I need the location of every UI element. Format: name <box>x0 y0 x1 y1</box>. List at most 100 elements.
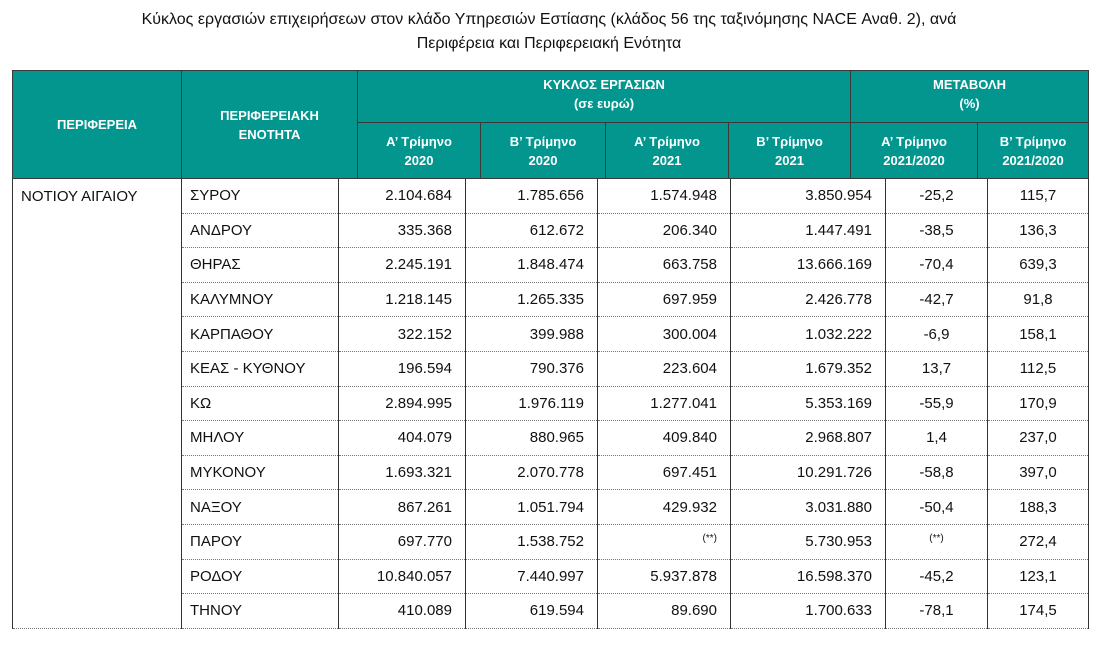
value-cell: 697.959 <box>597 282 731 318</box>
value-cell: -55,9 <box>885 386 988 422</box>
value-cell: 663.758 <box>597 247 731 283</box>
value-cell: 1.277.041 <box>597 386 731 422</box>
cell-text: 1.032.222 <box>805 325 872 343</box>
regional-unit-cell: ΑΝΔΡΟΥ <box>181 213 339 249</box>
value-cell: 880.965 <box>465 420 598 456</box>
value-cell: 115,7 <box>987 179 1089 214</box>
cell-text: 5.730.953 <box>805 533 872 551</box>
value-cell: 2.426.778 <box>730 282 886 318</box>
table-row: ΚΕΑΣ - ΚΥΘΝΟΥ 196.594 790.376 223.604 1.679.… <box>13 351 1089 387</box>
cell-text: 2.968.807 <box>805 429 872 447</box>
cell-text: ΠΑΡΟΥ <box>190 533 243 551</box>
cell-text: ΣΥΡΟΥ <box>190 187 241 205</box>
value-cell: -70,4 <box>885 247 988 283</box>
cell-text: ΡΟΔΟΥ <box>190 567 243 585</box>
cell-text: 10.840.057 <box>376 567 452 585</box>
value-cell: 1.693.321 <box>338 455 466 491</box>
cell-text: -45,2 <box>919 567 954 585</box>
cell-text: 612.672 <box>529 221 584 239</box>
value-cell: 300.004 <box>597 316 731 352</box>
value-cell: 1.265.335 <box>465 282 598 318</box>
header-col-1: Β’ Τρίμηνο 2020 <box>480 122 606 179</box>
header-col-4: Α’ Τρίμηνο 2021/2020 <box>850 122 979 179</box>
value-cell: 7.440.997 <box>465 559 598 595</box>
cell-text: 1.679.352 <box>805 360 872 378</box>
cell-text: ΝΑΞΟΥ <box>190 498 242 516</box>
cell-text: 1.700.633 <box>805 602 872 620</box>
cell-text: 2.104.684 <box>385 187 452 205</box>
header-region: ΠΕΡΙΦΕΡΕΙΑ <box>12 70 182 179</box>
cell-text: 237,0 <box>1019 429 1057 447</box>
value-cell: 639,3 <box>987 247 1089 283</box>
value-cell: 409.840 <box>597 420 731 456</box>
table-header: ΠΕΡΙΦΕΡΕΙΑ ΠΕΡΙΦΕΡΕΙΑΚΗ ΕΝΟΤΗΤΑ ΚΥΚΛΟΣ ΕΡ… <box>12 70 1090 179</box>
value-cell: 1.032.222 <box>730 316 886 352</box>
cell-text: 619.594 <box>529 602 584 620</box>
cell-text: 1.051.794 <box>517 498 584 516</box>
cell-text: -6,9 <box>923 325 950 343</box>
value-cell: 697.451 <box>597 455 731 491</box>
cell-text: 13,7 <box>921 360 952 378</box>
table-row: ΑΝΔΡΟΥ 335.368 612.672 206.340 1.447.491 -38,… <box>13 213 1089 249</box>
value-cell: 123,1 <box>987 559 1089 595</box>
value-cell: 1.785.656 <box>465 179 598 214</box>
header-turnover: ΚΥΚΛΟΣ ΕΡΓΑΣΙΩΝ (σε ευρώ) <box>356 70 852 123</box>
value-cell: 16.598.370 <box>730 559 886 595</box>
value-cell: 1.679.352 <box>730 351 886 387</box>
value-cell: 1.447.491 <box>730 213 886 249</box>
value-cell: 223.604 <box>597 351 731 387</box>
value-cell: -50,4 <box>885 489 988 525</box>
value-cell: 2.894.995 <box>338 386 466 422</box>
header-col-0: Α’ Τρίμηνο 2020 <box>357 122 481 179</box>
header-col-2: Α’ Τρίμηνο 2021 <box>605 122 729 179</box>
cell-text: 13.666.169 <box>796 256 872 274</box>
cell-text: 1.218.145 <box>385 291 452 309</box>
table-row: ΤΗΝΟΥ 410.089 619.594 89.690 1.700.633 -78,1 1… <box>13 593 1089 629</box>
title-line-2: Περιφέρεια και Περιφερειακή Ενότητα <box>416 35 682 52</box>
header-col-5: Β’ Τρίμηνο 2021/2020 <box>977 122 1090 179</box>
cell-text: ΘΗΡΑΣ <box>190 256 241 274</box>
value-cell: 399.988 <box>465 316 598 352</box>
value-cell: 91,8 <box>987 282 1089 318</box>
cell-text: 1.277.041 <box>650 394 717 412</box>
cell-text: 1.538.752 <box>517 533 584 551</box>
cell-text: -50,4 <box>919 498 954 516</box>
cell-text: -55,9 <box>919 394 954 412</box>
table-row: ΜΥΚΟΝΟΥ 1.693.321 2.070.778 697.451 10.291.7… <box>13 455 1089 491</box>
table-row: ΠΑΡΟΥ 697.770 1.538.752 (**) 5.730.953 (**) 27… <box>13 524 1089 560</box>
cell-text: -42,7 <box>919 291 954 309</box>
regional-unit-cell: ΠΑΡΟΥ <box>181 524 339 560</box>
cell-text: 1.447.491 <box>805 221 872 239</box>
cell-text: 399.988 <box>529 325 584 343</box>
header-col-3: Β’ Τρίμηνο 2021 <box>727 122 852 179</box>
value-cell: (**) <box>597 524 731 560</box>
value-cell: 237,0 <box>987 420 1089 456</box>
cell-text: ΚΑΡΠΑΘΟΥ <box>190 325 274 343</box>
cell-text: 409.840 <box>662 429 717 447</box>
value-cell: 13.666.169 <box>730 247 886 283</box>
cell-text: 322.152 <box>397 325 452 343</box>
regional-unit-cell: ΣΥΡΟΥ <box>181 179 339 214</box>
cell-text: 16.598.370 <box>796 567 872 585</box>
confidential-note: (**) <box>929 533 944 545</box>
value-cell: 5.730.953 <box>730 524 886 560</box>
value-cell: 174,5 <box>987 593 1089 629</box>
regional-unit-cell: ΜΗΛΟΥ <box>181 420 339 456</box>
cell-text: ΚΩ <box>190 394 212 412</box>
value-cell: -58,8 <box>885 455 988 491</box>
data-table: ΝΟΤΙΟΥ ΑΙΓΑΙΟΥ ΣΥΡΟΥ 2.104.684 1.785.656 1.5… <box>12 179 1089 629</box>
cell-text: 123,1 <box>1019 567 1057 585</box>
regional-unit-cell: ΝΑΞΟΥ <box>181 489 339 525</box>
value-cell: 410.089 <box>338 593 466 629</box>
confidential-note: (**) <box>702 533 717 545</box>
cell-text: 1.693.321 <box>385 464 452 482</box>
cell-text: 89.690 <box>671 602 717 620</box>
value-cell: 1.051.794 <box>465 489 598 525</box>
value-cell: 1.218.145 <box>338 282 466 318</box>
value-cell: 158,1 <box>987 316 1089 352</box>
title-line-1: Κύκλος εργασιών επιχειρήσεων στον κλάδο … <box>141 11 957 28</box>
cell-text: 335.368 <box>397 221 452 239</box>
cell-text: 663.758 <box>662 256 717 274</box>
value-cell: -78,1 <box>885 593 988 629</box>
regional-unit-cell: ΤΗΝΟΥ <box>181 593 339 629</box>
